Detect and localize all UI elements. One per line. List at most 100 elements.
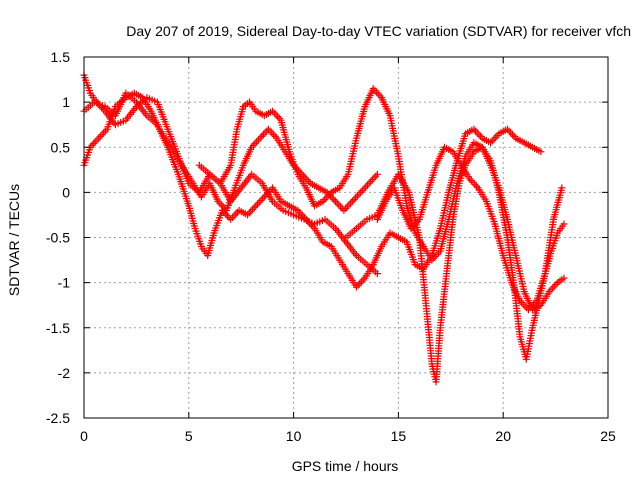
data-point — [342, 205, 350, 213]
data-point — [330, 196, 338, 204]
data-point — [367, 178, 375, 185]
data-point — [268, 129, 276, 137]
data-point — [550, 282, 558, 290]
y-tick-label: 1.5 — [51, 49, 71, 65]
x-tick-label: 20 — [495, 428, 511, 444]
data-point — [352, 194, 360, 202]
data-point — [368, 176, 376, 184]
data-point — [227, 215, 235, 223]
data-point — [218, 201, 225, 209]
data-point — [333, 199, 341, 207]
data-point — [357, 188, 365, 196]
data-point — [488, 137, 496, 145]
data-point — [266, 127, 274, 135]
data-point — [257, 197, 265, 204]
y-tick-label: -0.5 — [46, 230, 70, 246]
data-point — [521, 302, 529, 310]
data-point — [519, 300, 527, 308]
chart-title: Day 207 of 2019, Sidereal Day-to-day VTE… — [126, 23, 631, 39]
data-point — [264, 125, 272, 133]
x-tick-label: 5 — [185, 428, 193, 444]
data-point — [219, 203, 227, 211]
data-point — [343, 203, 351, 211]
data-point — [370, 174, 378, 182]
data-point — [345, 201, 353, 209]
data-series — [80, 89, 545, 291]
data-point — [270, 109, 278, 117]
data-point — [552, 280, 560, 288]
data-point — [355, 190, 363, 198]
data-point — [492, 133, 500, 141]
ticks: 0 5 10 15 20 25 -2.5 -2 -1.5 -1 -0.5 0 0.5 1 1.5 — [46, 49, 616, 444]
data-point — [332, 197, 339, 205]
data-layer — [80, 71, 568, 386]
data-point — [373, 270, 381, 278]
data-point — [259, 131, 267, 139]
data-point — [93, 136, 101, 144]
data-point — [350, 196, 358, 204]
data-point — [340, 206, 348, 214]
data-point — [335, 201, 343, 209]
data-point — [353, 192, 361, 200]
data-point — [549, 284, 557, 292]
data-point — [252, 202, 260, 210]
data-point — [254, 136, 262, 144]
x-tick-label: 25 — [600, 428, 616, 444]
data-point — [358, 187, 366, 195]
data-point — [228, 214, 236, 222]
data-point — [249, 206, 256, 213]
y-axis-label: SDTVAR / TECUs — [6, 184, 22, 296]
y-tick-label: 0.5 — [51, 139, 71, 155]
data-series — [373, 143, 566, 314]
y-tick-label: 1 — [62, 94, 70, 110]
data-point — [222, 210, 230, 218]
data-point — [98, 131, 106, 139]
data-point — [547, 286, 555, 294]
data-point — [558, 184, 566, 192]
x-tick-label: 10 — [286, 428, 302, 444]
data-point — [90, 140, 98, 148]
data-point — [373, 170, 381, 178]
data-point — [537, 148, 545, 156]
data-point — [475, 131, 483, 139]
data-point — [508, 131, 516, 139]
data-point — [373, 88, 381, 96]
data-point — [560, 220, 568, 228]
data-point — [259, 195, 267, 203]
data-point — [245, 209, 253, 217]
data-point — [505, 127, 513, 135]
data-point — [347, 199, 355, 207]
data-point — [223, 212, 231, 220]
y-tick-label: -1 — [58, 275, 71, 291]
data-point — [356, 280, 364, 287]
data-point — [255, 198, 263, 206]
x-tick-label: 15 — [391, 428, 407, 444]
data-point — [256, 134, 264, 142]
data-point — [360, 185, 368, 193]
data-point — [250, 204, 258, 212]
y-tick-label: -1.5 — [46, 320, 70, 336]
y-tick-label: -2.5 — [46, 410, 70, 426]
data-point — [274, 113, 282, 121]
data-point — [362, 183, 370, 191]
data-point — [270, 131, 277, 139]
data-series — [80, 89, 381, 214]
data-point — [253, 138, 261, 146]
data-point — [96, 132, 104, 140]
data-point — [374, 90, 382, 98]
data-point — [560, 274, 568, 282]
data-point — [372, 172, 380, 180]
x-axis-label: GPS time / hours — [292, 458, 399, 474]
data-point — [251, 140, 259, 148]
data-point — [348, 197, 356, 205]
data-point — [95, 134, 103, 142]
y-tick-label: 0 — [62, 184, 70, 200]
data-point — [261, 129, 269, 137]
data-point — [91, 138, 99, 146]
data-point — [472, 127, 479, 135]
data-point — [258, 132, 266, 140]
data-point — [337, 203, 345, 211]
data-point — [254, 200, 261, 208]
y-tick-label: -2 — [58, 365, 71, 381]
